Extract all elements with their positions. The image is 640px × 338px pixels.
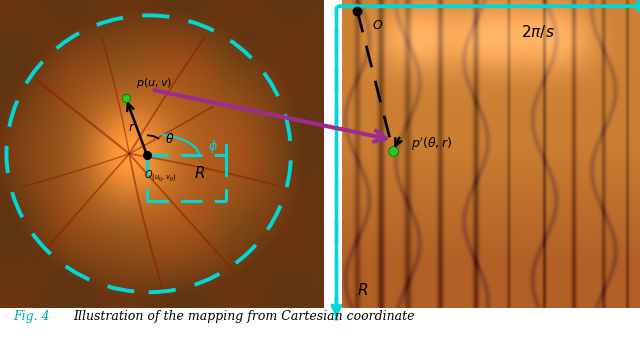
Text: Fig. 4: Fig. 4 — [13, 310, 49, 323]
Text: $r$: $r$ — [127, 121, 136, 134]
Text: $\phi$: $\phi$ — [209, 138, 218, 155]
Text: $\theta$: $\theta$ — [165, 132, 174, 146]
Text: Illustration of the mapping from Cartesian coordinate: Illustration of the mapping from Cartesi… — [74, 310, 415, 323]
Text: $R$: $R$ — [357, 282, 369, 298]
Text: $p(u, v)$: $p(u, v)$ — [136, 76, 172, 90]
Text: $O_{(u_0,v_0)}$: $O_{(u_0,v_0)}$ — [144, 168, 177, 184]
Text: $2\pi/s$: $2\pi/s$ — [521, 23, 555, 40]
Text: $R$: $R$ — [194, 165, 205, 182]
Text: $O$: $O$ — [372, 19, 383, 32]
Text: $p'(\theta,r)$: $p'(\theta,r)$ — [411, 135, 452, 153]
